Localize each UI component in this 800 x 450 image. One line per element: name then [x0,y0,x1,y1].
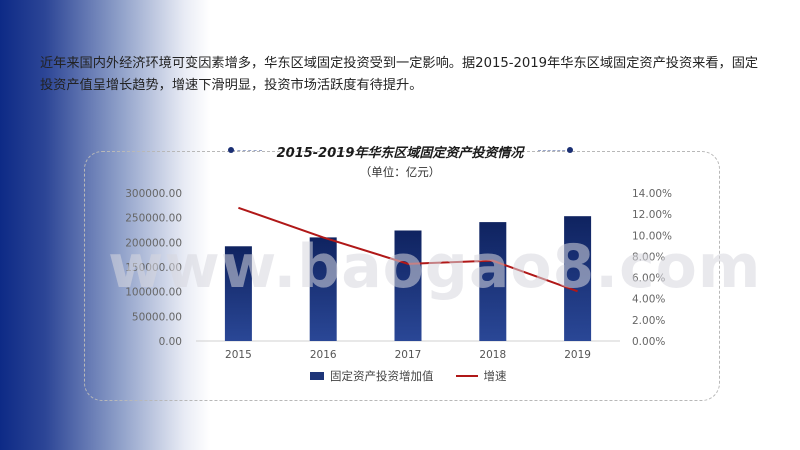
title-rule-right [538,150,570,151]
watermark: www.baogao8.com [108,232,762,302]
chart-legend: 固定资产投资增加值 增速 [310,368,507,384]
bar-2019 [564,216,592,341]
x-tick-label: 2018 [479,349,506,361]
chart-title: 2015-2019年华东区域固定资产投资情况 [276,146,524,161]
y-right-tick-label: 14.00% [632,188,672,200]
y-left-tick-label: 150000.00 [125,262,182,274]
bar-2016 [309,237,337,341]
x-tick-label: 2015 [225,349,252,361]
y-left-tick-label: 300000.00 [125,188,182,200]
legend-swatch-bar [310,372,324,380]
y-right-tick-label: 12.00% [632,209,672,221]
x-tick-label: 2017 [395,349,422,361]
intro-paragraph: 近年来国内外经济环境可变因素增多，华东区域固定投资受到一定影响。据2015-20… [40,56,759,93]
y-left-tick-label: 0.00 [159,336,182,348]
legend-label-bar: 固定资产投资增加值 [330,369,434,383]
x-tick-label: 2016 [310,349,337,361]
y-left-tick-label: 200000.00 [125,237,182,249]
y-left-tick-label: 100000.00 [125,287,182,299]
y-left-tick-label: 50000.00 [132,311,182,323]
y-right-tick-label: 6.00% [632,273,665,285]
bar-2018 [479,222,507,341]
y-left-tick-label: 250000.00 [125,213,182,225]
y-right-tick-label: 0.00% [632,336,665,348]
legend-swatch-line [455,375,478,377]
y-right-tick-label: 8.00% [632,251,665,263]
bar-2015 [224,246,252,341]
legend-label-line: 增速 [483,369,507,383]
x-tick-label: 2019 [564,349,591,361]
chart-frame [84,151,720,401]
y-right-tick-label: 4.00% [632,294,665,306]
bar-2017 [394,230,422,341]
y-right-tick-label: 10.00% [632,230,672,242]
title-dot-right [567,147,573,153]
y-right-tick-label: 2.00% [632,315,665,327]
title-dot-left [228,147,234,153]
title-rule-left [232,150,262,151]
chart-subtitle: （单位：亿元） [359,165,441,179]
